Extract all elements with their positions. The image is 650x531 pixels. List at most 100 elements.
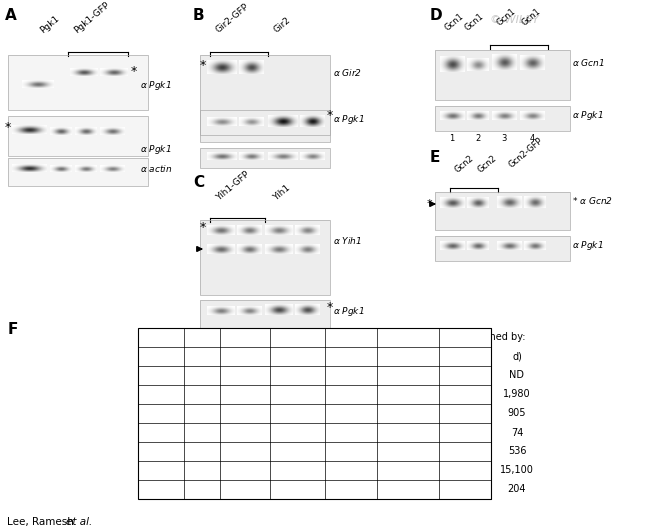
Text: a): a) <box>348 352 358 362</box>
Text: Pgk1: Pgk1 <box>38 14 60 35</box>
Bar <box>200 220 330 295</box>
Text: $\alpha$ actin: $\alpha$ actin <box>140 162 172 174</box>
Text: $\alpha$ Yih1: $\alpha$ Yih1 <box>333 235 362 245</box>
Text: C: C <box>193 175 204 190</box>
Text: 265: 265 <box>198 447 216 457</box>
Text: Gcn1: Gcn1 <box>153 408 181 418</box>
Bar <box>200 55 330 135</box>
Text: 416: 416 <box>198 466 216 475</box>
Text: kDa: kDa <box>228 352 248 362</box>
Text: 536: 536 <box>508 447 526 457</box>
Text: Yih1-GFP: Yih1-GFP <box>215 170 252 203</box>
Text: 1: 1 <box>449 134 454 143</box>
Text: $\alpha$ Gcn1: $\alpha$ Gcn1 <box>572 56 604 67</box>
Text: Gcn1: Gcn1 <box>495 7 517 28</box>
Text: point: point <box>283 352 307 362</box>
Bar <box>200 148 330 168</box>
Text: 3,216: 3,216 <box>456 447 484 457</box>
Text: *: * <box>426 199 432 209</box>
Text: Gcn1: Gcn1 <box>520 7 543 28</box>
Text: 190: 190 <box>229 427 247 438</box>
Text: 2: 2 <box>475 134 480 143</box>
Text: 117,202: 117,202 <box>450 371 490 381</box>
Text: *: * <box>327 301 333 313</box>
Text: 4.91: 4.91 <box>284 408 306 418</box>
Text: 17,100: 17,100 <box>335 390 369 399</box>
Text: 160: 160 <box>461 427 479 438</box>
Text: $\alpha$ Pgk1: $\alpha$ Pgk1 <box>140 143 172 157</box>
Text: 2,672: 2,672 <box>193 408 221 418</box>
Text: A: A <box>5 8 17 23</box>
Bar <box>200 148 330 168</box>
Text: B: B <box>193 8 205 23</box>
Text: 204: 204 <box>508 484 526 494</box>
Bar <box>435 236 570 261</box>
Bar <box>8 55 148 110</box>
Text: et al.: et al. <box>66 517 92 527</box>
Text: 29,694: 29,694 <box>453 390 487 399</box>
Text: E: E <box>430 150 441 165</box>
Text: 45: 45 <box>232 466 244 475</box>
Text: 572: 572 <box>394 447 412 457</box>
Text: Gir2: Gir2 <box>158 447 181 457</box>
Text: 4.22: 4.22 <box>284 447 306 457</box>
Text: *: * <box>131 65 137 79</box>
Bar <box>435 106 570 131</box>
Text: 7,330: 7,330 <box>339 408 367 418</box>
Text: $\alpha$ Pgk1: $\alpha$ Pgk1 <box>333 114 365 126</box>
Bar <box>200 110 330 142</box>
Text: 4.65: 4.65 <box>284 390 306 399</box>
Text: Gcn1: Gcn1 <box>463 12 486 33</box>
Text: 3,030: 3,030 <box>339 484 367 494</box>
Text: ND: ND <box>345 371 360 381</box>
Bar <box>435 192 570 230</box>
Text: Gcn2-GFP: Gcn2-GFP <box>507 136 545 170</box>
Text: 145: 145 <box>461 484 479 494</box>
Text: *: * <box>200 58 206 72</box>
Text: D: D <box>430 8 443 23</box>
Text: ND: ND <box>395 371 411 381</box>
Bar <box>8 158 148 186</box>
Text: * $\alpha$ Gcn2: * $\alpha$ Gcn2 <box>572 194 613 205</box>
Text: eIF2α: eIF2α <box>154 390 181 399</box>
Text: 375: 375 <box>198 371 216 381</box>
Text: $\alpha$ Pgk1: $\alpha$ Pgk1 <box>572 239 603 253</box>
Text: $\alpha$ Pgk1: $\alpha$ Pgk1 <box>333 305 365 319</box>
Text: isoelectric: isoelectric <box>270 332 320 342</box>
Text: Gcn2: Gcn2 <box>476 154 499 175</box>
Text: 304: 304 <box>198 390 216 399</box>
Text: ND: ND <box>395 427 411 438</box>
Text: Gir2-GFP: Gir2-GFP <box>214 2 250 35</box>
Text: 5.43: 5.43 <box>284 371 306 381</box>
Bar <box>8 158 148 186</box>
Text: Gcn1: Gcn1 <box>443 12 465 33</box>
Text: c): c) <box>465 352 474 362</box>
Text: 9,432: 9,432 <box>456 408 484 418</box>
Text: 15,100: 15,100 <box>500 466 534 475</box>
Text: 10,300: 10,300 <box>335 447 369 457</box>
Text: 1,122: 1,122 <box>389 408 417 418</box>
Bar <box>200 334 330 352</box>
Bar <box>8 116 148 156</box>
Text: 42: 42 <box>232 371 244 381</box>
Text: Molecules per cell as determined by:: Molecules per cell as determined by: <box>346 332 525 342</box>
Text: $\alpha$ Pgk1: $\alpha$ Pgk1 <box>572 108 603 122</box>
Text: 1,659: 1,659 <box>193 427 221 438</box>
Text: 6.29: 6.29 <box>284 427 306 438</box>
Text: 905: 905 <box>508 408 526 418</box>
Text: 279: 279 <box>343 427 362 438</box>
Text: $\alpha$ Pgk1: $\alpha$ Pgk1 <box>140 79 172 91</box>
Text: 1,300: 1,300 <box>389 390 417 399</box>
Bar <box>435 236 570 261</box>
Text: 35: 35 <box>232 390 244 399</box>
Text: actin: actin <box>157 371 181 381</box>
Bar <box>200 300 330 328</box>
Text: 29: 29 <box>232 484 244 494</box>
Text: acids: acids <box>194 352 220 362</box>
Text: *: * <box>327 108 333 122</box>
Text: Pgk1: Pgk1 <box>153 466 181 475</box>
Text: Gcn2: Gcn2 <box>453 154 475 175</box>
Text: F: F <box>8 322 18 337</box>
Text: 31: 31 <box>232 447 244 457</box>
Text: 3: 3 <box>501 134 507 143</box>
